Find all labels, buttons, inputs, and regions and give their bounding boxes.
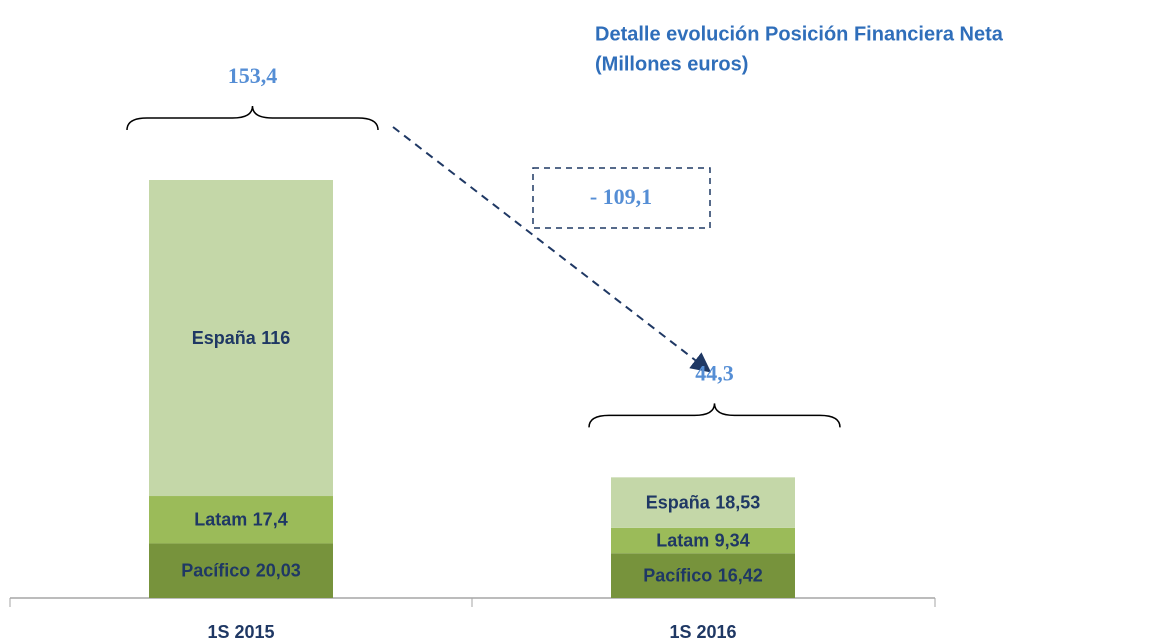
bar-segment <box>149 543 333 598</box>
series-name: Pacífico <box>181 560 250 580</box>
segment-label: Pacífico 16,42 <box>643 565 762 585</box>
total-label: 153,4 <box>228 63 278 88</box>
segment-label: Latam 9,34 <box>656 530 749 550</box>
total-label: 44,3 <box>695 360 734 385</box>
segment-label: España 18,53 <box>646 492 760 512</box>
change-arrow <box>392 126 712 373</box>
value-label: 16,42 <box>718 565 763 585</box>
series-name: Latam <box>656 530 709 550</box>
series-name: Pacífico <box>643 565 712 585</box>
x-tick-label: 1S 2016 <box>669 622 736 642</box>
series-name: España <box>192 328 257 348</box>
series-name: Latam <box>194 509 247 529</box>
total-brace <box>126 105 379 131</box>
series-name: España <box>646 492 711 512</box>
value-label: 116 <box>261 328 290 348</box>
segment-label: Latam 17,4 <box>194 509 287 529</box>
value-label: 18,53 <box>715 492 760 512</box>
annotation-box <box>532 167 711 229</box>
value-label: 20,03 <box>256 560 301 580</box>
bar-segment <box>611 553 795 598</box>
x-tick-label: 1S 2015 <box>207 622 274 642</box>
segment-label: Pacífico 20,03 <box>181 560 300 580</box>
value-label: 17,4 <box>253 509 288 529</box>
total-brace <box>588 403 841 428</box>
bar-segment <box>611 527 795 554</box>
annotation: - 109,1 <box>590 184 652 209</box>
segment-label: España 116 <box>192 328 290 348</box>
bar-segment <box>611 477 795 528</box>
value-label: 9,34 <box>715 530 750 550</box>
chart-title: Detalle evolución Posición Financiera Ne… <box>595 23 1004 45</box>
chart-subtitle: (Millones euros) <box>595 53 748 75</box>
bar-segment <box>149 180 333 497</box>
bar-segment <box>149 496 333 544</box>
